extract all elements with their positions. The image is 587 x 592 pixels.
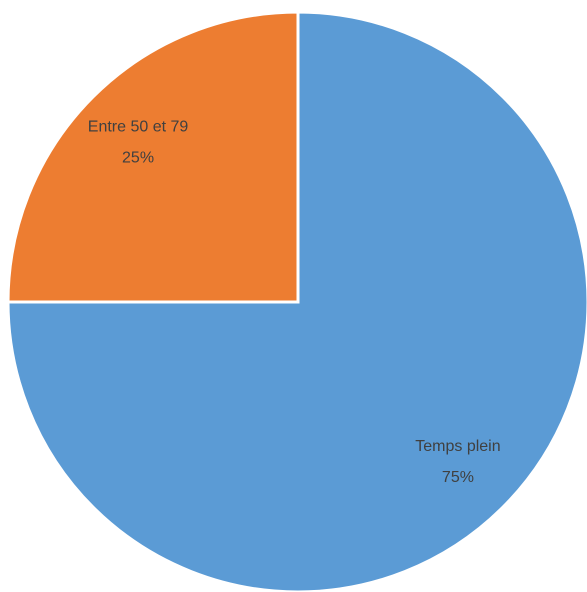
slice-value-label: 25%	[122, 149, 154, 166]
slice-label: Entre 50 et 79	[88, 118, 189, 135]
slice-value-label: 75%	[442, 469, 474, 486]
pie-slice	[6, 10, 300, 304]
pie-slice	[6, 10, 587, 592]
slice-label: Temps plein	[415, 438, 500, 455]
